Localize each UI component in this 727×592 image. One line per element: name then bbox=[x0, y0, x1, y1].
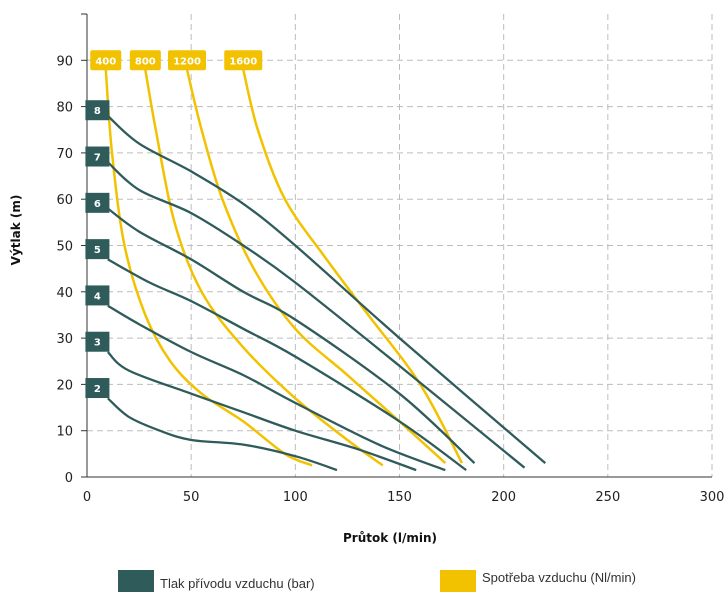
pressure-badge-label: 6 bbox=[94, 199, 101, 210]
pressure-line-8 bbox=[107, 115, 547, 464]
x-tick-label: 100 bbox=[283, 490, 308, 505]
pressure-line-4 bbox=[107, 304, 446, 472]
grid bbox=[81, 13, 713, 478]
pressure-line-5 bbox=[107, 258, 467, 472]
consumption-badge bbox=[224, 50, 263, 71]
pressure-badge-label: 3 bbox=[94, 338, 101, 349]
x-tick-label: 0 bbox=[83, 490, 91, 505]
consumption-badge bbox=[129, 50, 161, 71]
pressure-badge-label: 4 bbox=[94, 291, 101, 302]
x-tick-label: 300 bbox=[700, 490, 725, 505]
legend-label-pressure: Tlak přívodu vzduchu (bar) bbox=[160, 576, 315, 591]
pressure-line-2 bbox=[107, 397, 338, 472]
y-tick-labels: 0 10 20 30 40 50 60 70 80 90 bbox=[56, 54, 73, 486]
pressure-lines bbox=[106, 115, 547, 472]
pressure-badge bbox=[85, 192, 110, 213]
pressure-badge bbox=[85, 239, 110, 260]
consumption-badge-label: 400 bbox=[95, 56, 116, 67]
pressure-line-3 bbox=[106, 351, 417, 472]
x-tick-label: 150 bbox=[387, 490, 412, 505]
y-tick-label: 40 bbox=[56, 286, 73, 301]
consumption-badge-label: 800 bbox=[135, 56, 156, 67]
y-axis-title: Výtlak (m) bbox=[9, 195, 23, 266]
y-tick-label: 0 bbox=[65, 471, 73, 486]
x-tick-label: 200 bbox=[491, 490, 516, 505]
consumption-line-1200 bbox=[185, 69, 447, 465]
legend-swatch-consumption bbox=[440, 570, 476, 592]
consumption-line-1600 bbox=[242, 69, 464, 464]
y-tick-label: 90 bbox=[56, 54, 73, 69]
y-tick-label: 80 bbox=[56, 101, 73, 116]
x-tick-label: 250 bbox=[595, 490, 620, 505]
y-tick-label: 30 bbox=[56, 332, 73, 347]
pressure-badge bbox=[85, 378, 110, 399]
y-tick-label: 10 bbox=[56, 425, 73, 440]
y-tick-label: 50 bbox=[56, 240, 73, 255]
pressure-badge bbox=[85, 285, 110, 306]
pressure-badge-label: 8 bbox=[94, 106, 101, 117]
legend-swatch-pressure bbox=[118, 570, 154, 592]
consumption-lines bbox=[104, 69, 464, 467]
consumption-badge bbox=[168, 50, 206, 71]
consumption-badge bbox=[90, 50, 122, 71]
pressure-line-7 bbox=[107, 161, 526, 469]
badges: 400 800 1200 1600 2 3 4 5 6 7 8 bbox=[85, 50, 263, 399]
consumption-line-800 bbox=[144, 69, 384, 467]
pressure-badge-label: 7 bbox=[94, 153, 101, 164]
y-tick-label: 20 bbox=[56, 378, 73, 393]
consumption-badge-label: 1200 bbox=[173, 56, 201, 67]
x-tick-labels: 0 50 100 150 200 250 300 bbox=[83, 490, 725, 505]
y-tick-label: 60 bbox=[56, 193, 73, 208]
pressure-badge bbox=[85, 100, 110, 121]
pressure-badge bbox=[85, 146, 110, 167]
x-axis-title: Průtok (l/min) bbox=[343, 531, 437, 545]
consumption-badge-label: 1600 bbox=[229, 56, 257, 67]
pressure-line-6 bbox=[107, 207, 476, 464]
pressure-badge-label: 5 bbox=[94, 245, 101, 256]
legend: Tlak přívodu vzduchu (bar) Spotřeba vzdu… bbox=[118, 570, 636, 592]
y-tick-label: 70 bbox=[56, 147, 73, 162]
x-tick-label: 50 bbox=[183, 490, 200, 505]
pressure-badge-label: 2 bbox=[94, 384, 101, 395]
legend-label-consumption: Spotřeba vzduchu (Nl/min) bbox=[482, 570, 636, 585]
pressure-badge bbox=[85, 331, 110, 352]
consumption-line-400 bbox=[104, 69, 313, 467]
